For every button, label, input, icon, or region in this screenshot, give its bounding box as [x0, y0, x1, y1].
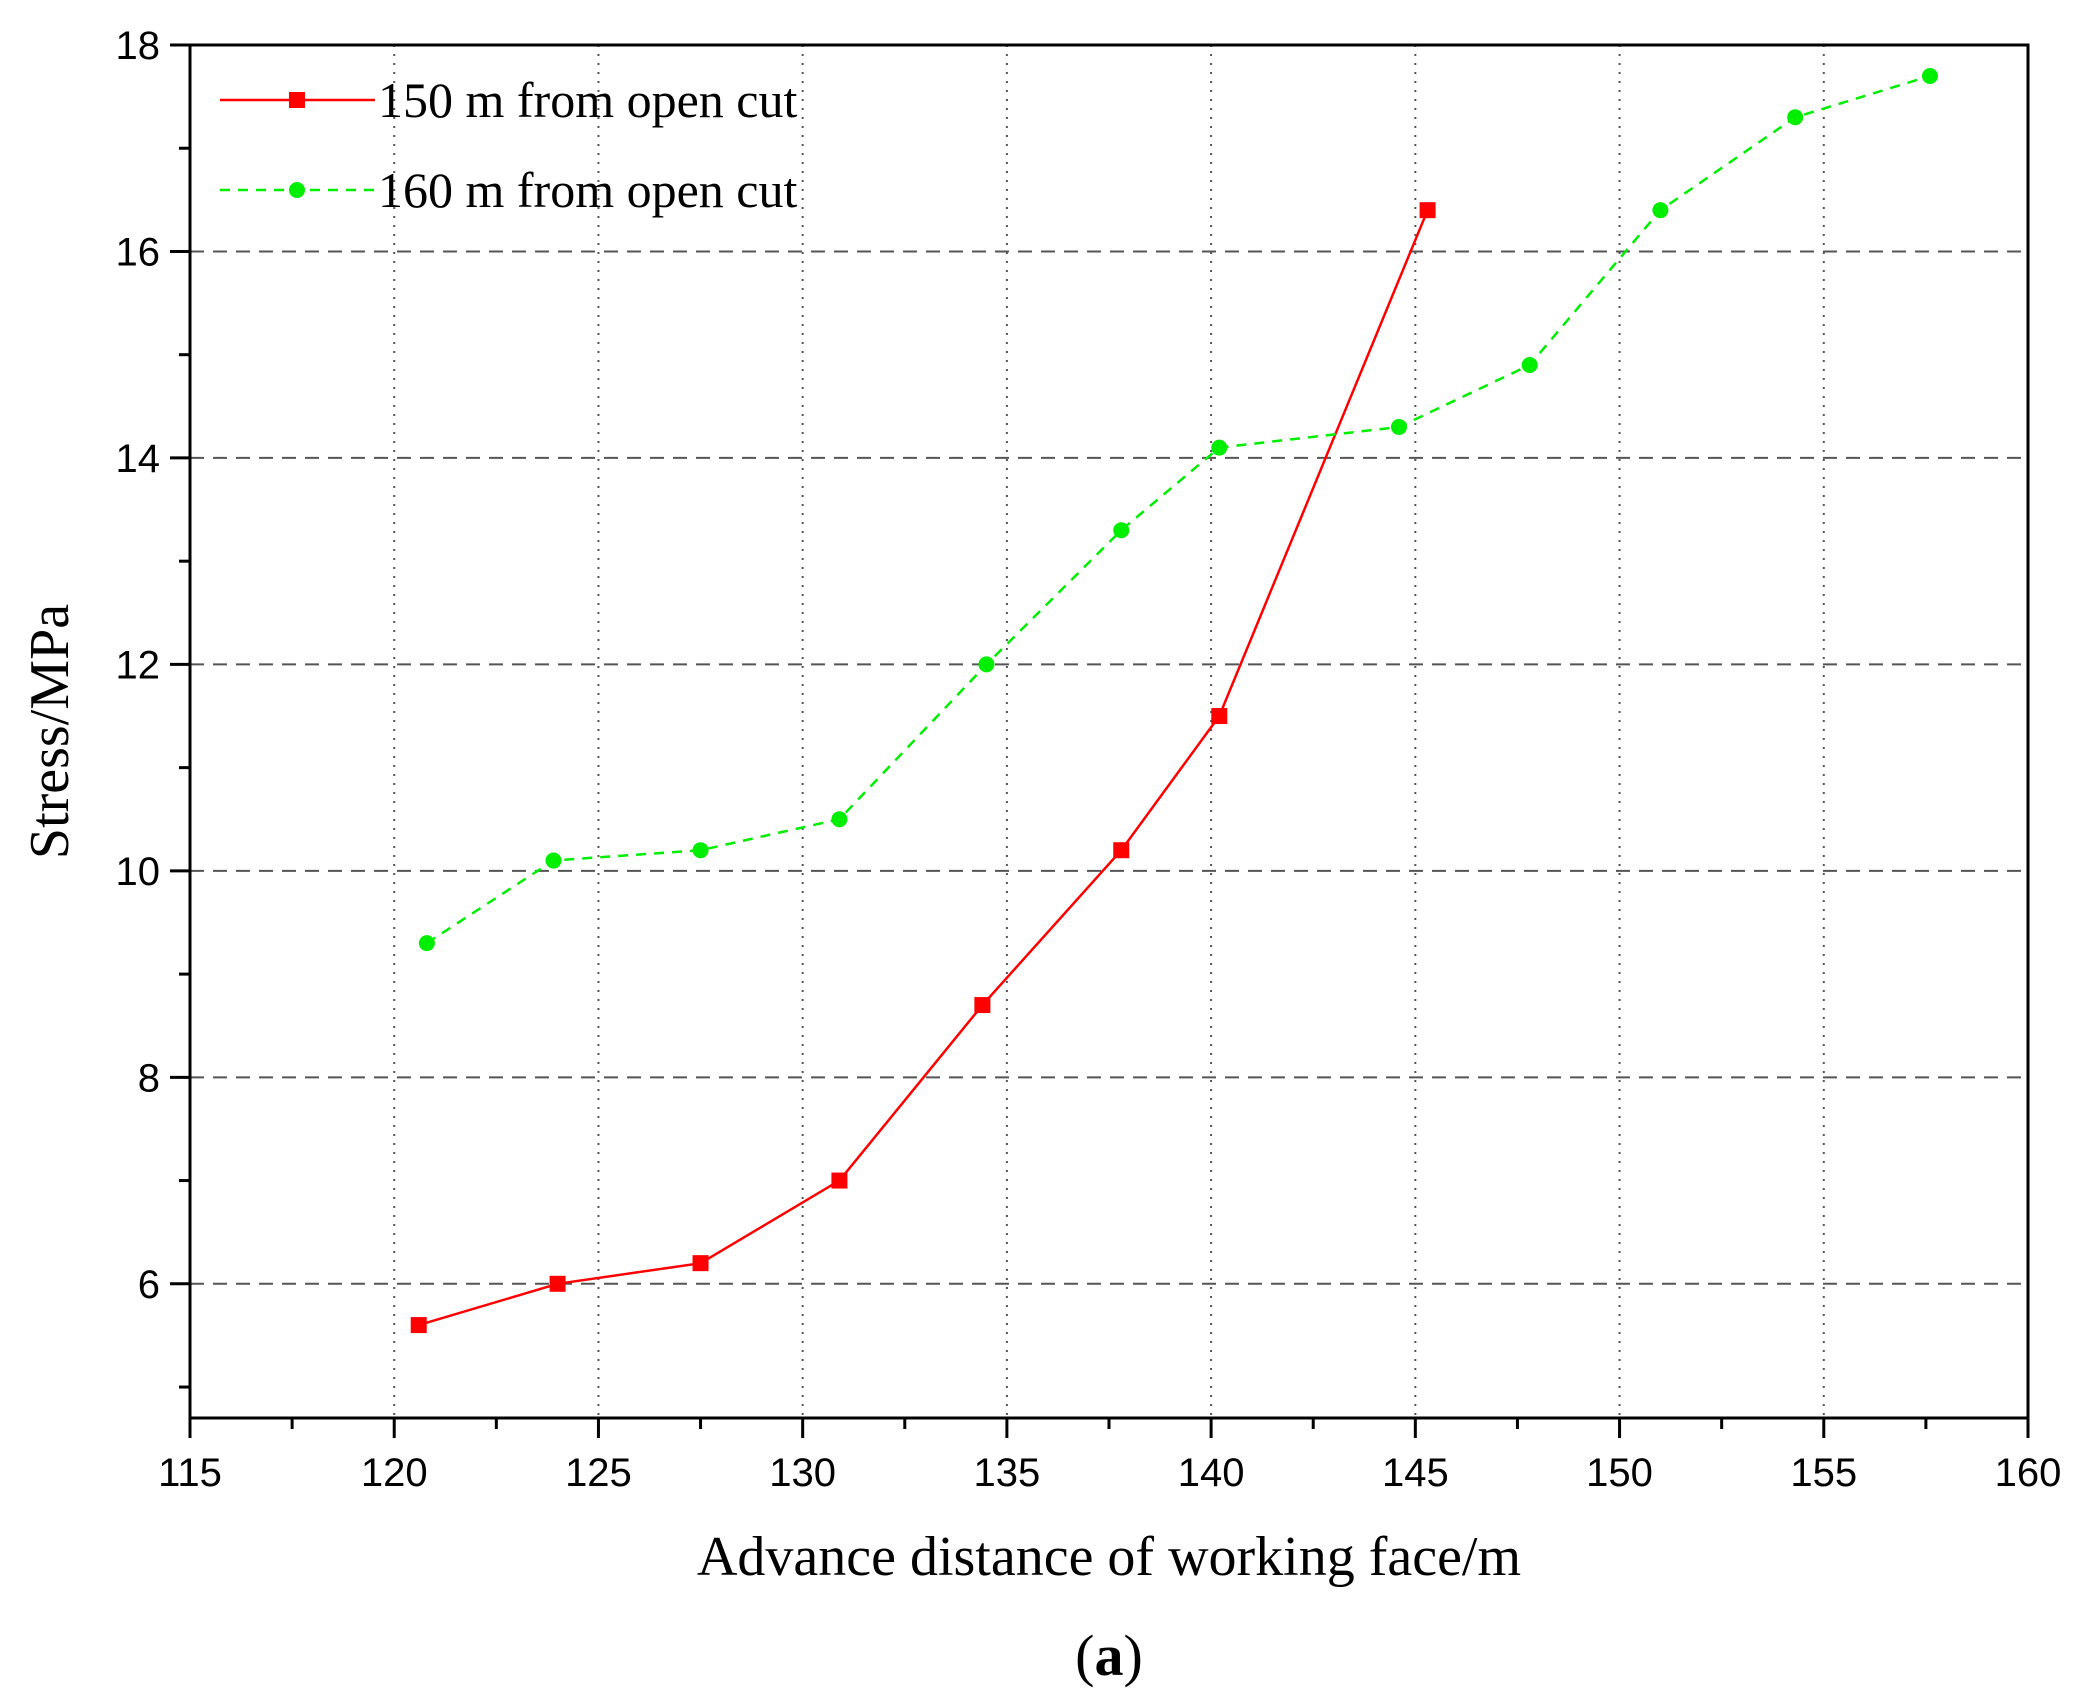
series-line-150m: [418, 209, 1429, 1327]
data-point-160m: [1521, 357, 1538, 374]
x-tick-label-140: 140: [1178, 1451, 1245, 1495]
y-tick-label-16: 16: [116, 230, 161, 274]
data-point-150m: [692, 1255, 709, 1272]
axis-ticks: [170, 43, 2030, 1438]
y-tick-label-12: 12: [116, 643, 161, 687]
data-point-160m: [1390, 418, 1407, 435]
data-point-160m: [1652, 202, 1669, 219]
caption-close-paren: ): [1124, 1623, 1143, 1688]
y-tick-label-10: 10: [116, 850, 161, 894]
caption-open-paren: (: [1075, 1623, 1094, 1688]
x-tick-label-160: 160: [1995, 1451, 2062, 1495]
y-tick-label-6: 6: [138, 1263, 160, 1307]
y-tick-label-18: 18: [116, 24, 161, 68]
x-tick-label-115: 115: [158, 1451, 222, 1495]
legend: 150 m from open cut 160 m from open cut: [220, 72, 797, 218]
x-tick-label-155: 155: [1790, 1451, 1857, 1495]
x-tick-label-125: 125: [565, 1451, 632, 1495]
data-point-160m: [692, 842, 709, 859]
series-line-160m: [426, 74, 1931, 945]
data-point-150m: [410, 1317, 427, 1334]
y-tick-labels: 6 8 10 12 14 16 18: [116, 24, 161, 1307]
x-axis-title: Advance distance of working face/m: [697, 1526, 1521, 1588]
data-point-150m: [1113, 842, 1130, 859]
figure-caption: (a): [1075, 1623, 1143, 1688]
data-series: [410, 67, 1938, 1334]
data-point-150m: [1419, 202, 1436, 219]
grid-lines: [190, 45, 2028, 1418]
x-tick-label-120: 120: [361, 1451, 428, 1495]
data-point-160m: [1211, 439, 1228, 456]
x-tick-label-130: 130: [769, 1451, 836, 1495]
legend-swatch-marker-160m: [289, 182, 305, 198]
data-point-160m: [978, 656, 995, 673]
legend-label-160m: 160 m from open cut: [378, 162, 797, 218]
legend-swatch-marker-150m: [289, 92, 305, 108]
data-point-160m: [1113, 522, 1130, 539]
y-tick-label-14: 14: [116, 437, 161, 481]
plot-frame: [188, 43, 2030, 1420]
x-tick-label-145: 145: [1382, 1451, 1449, 1495]
y-axis-title: Stress/MPa: [19, 604, 81, 859]
x-tick-label-150: 150: [1586, 1451, 1653, 1495]
data-point-160m: [831, 811, 848, 828]
y-tick-label-8: 8: [138, 1056, 160, 1100]
data-point-160m: [418, 935, 435, 952]
legend-label-150m: 150 m from open cut: [378, 72, 797, 128]
data-point-150m: [974, 997, 991, 1014]
data-point-150m: [1211, 708, 1228, 725]
caption-letter: a: [1095, 1623, 1124, 1688]
data-point-150m: [549, 1275, 566, 1292]
x-tick-labels: 115 120 125 130 135 140 145 150 155 160: [158, 1451, 2061, 1495]
data-point-150m: [831, 1172, 848, 1189]
data-point-160m: [1787, 109, 1804, 126]
data-point-160m: [545, 852, 562, 869]
data-point-160m: [1921, 67, 1938, 84]
x-tick-label-135: 135: [974, 1451, 1041, 1495]
